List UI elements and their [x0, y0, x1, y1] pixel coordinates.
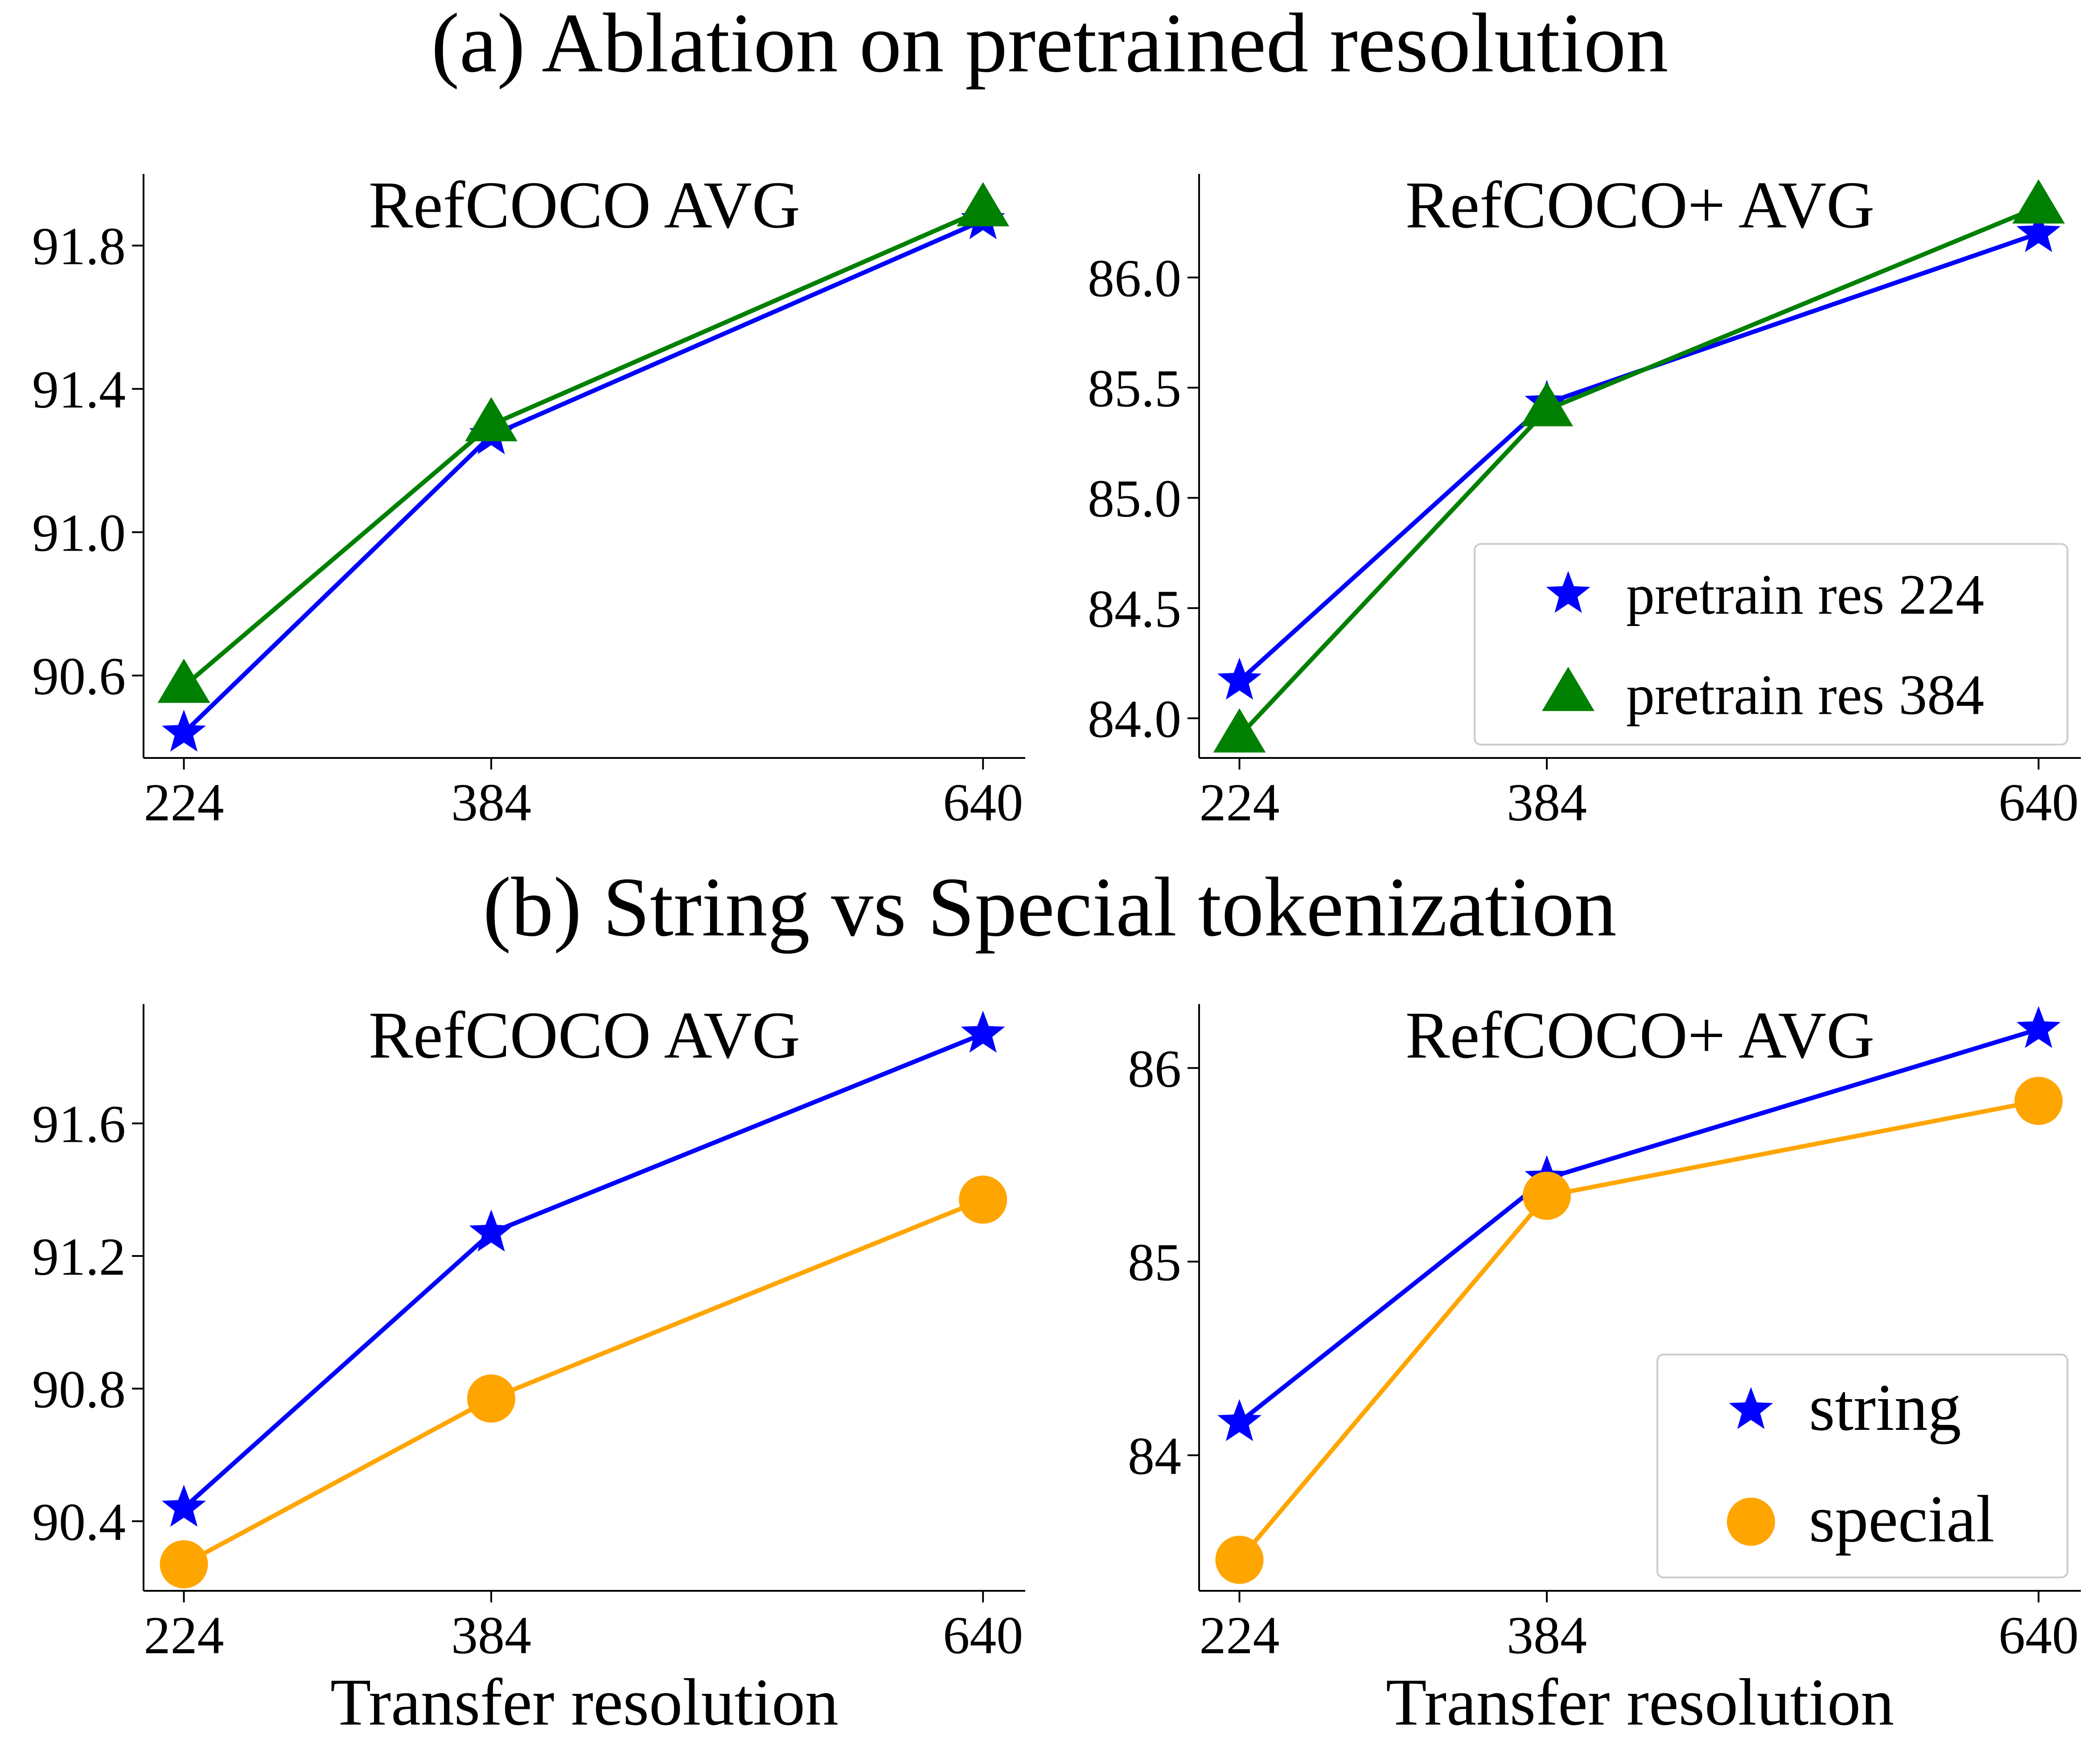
y-tick-label: 90.6	[32, 646, 126, 706]
data-point-star	[162, 709, 206, 752]
data-point-circle	[160, 1540, 208, 1589]
y-tick-label: 91.8	[32, 217, 126, 276]
x-tick-label: 640	[1998, 773, 2079, 832]
data-point-star	[469, 1210, 514, 1252]
data-point-triangle	[2012, 179, 2065, 224]
data-point-star	[162, 1485, 206, 1527]
data-point-star	[2016, 1006, 2061, 1048]
data-point-triangle	[957, 182, 1010, 226]
data-point-triangle	[1521, 382, 1573, 427]
x-tick-label: 384	[1507, 1606, 1587, 1665]
row-b-title: (b) String vs Special tokenization	[483, 861, 1616, 954]
data-point-circle	[2014, 1077, 2063, 1125]
legend-label: special	[1809, 1482, 1994, 1556]
y-tick-label: 85.0	[1088, 469, 1181, 528]
legend-label: pretrain res 384	[1626, 663, 1984, 727]
legend-box	[1474, 543, 2068, 745]
chart-title: RefCOCO+ AVG	[1405, 998, 1875, 1072]
chart-panel-b-refcoco: 90.4 90.8 91.2 91.6 224 384 640 Transfer resolu…	[32, 998, 1025, 1739]
x-tick-label: 224	[1199, 773, 1279, 832]
y-tick-label: 91.4	[32, 360, 126, 419]
data-point-star	[2016, 210, 2061, 252]
x-axis-label: Transfer resolution	[1386, 1665, 1894, 1739]
legend-marker-star	[1729, 1387, 1773, 1429]
chart-title: RefCOCO AVG	[369, 168, 800, 242]
data-point-star	[961, 1010, 1005, 1053]
x-tick-label: 384	[451, 1606, 531, 1665]
y-tick-label: 85	[1128, 1233, 1181, 1292]
x-tick-label: 384	[1507, 773, 1587, 832]
x-tick-label: 224	[144, 1606, 224, 1665]
data-point-triangle	[157, 659, 210, 703]
legend-label: string	[1809, 1371, 1961, 1445]
chart-panel-a-refcoco: 90.6 91.0 91.4 91.8 224 384 640 RefCOCO AVG	[32, 168, 1025, 832]
series-line-star	[182, 218, 984, 735]
data-point-circle	[467, 1374, 515, 1423]
chart-panel-b-refcocoplus: 84 85 86 224 384 640 Transfer resolution RefCOC…	[1128, 998, 2081, 1739]
chart-title: RefCOCO+ AVG	[1405, 168, 1875, 242]
x-tick-label: 224	[144, 773, 224, 832]
y-tick-label: 91.2	[32, 1227, 126, 1286]
x-tick-label: 384	[451, 773, 531, 832]
row-a-title: (a) Ablation on pretrained resolution	[431, 0, 1668, 90]
legend: string special	[1656, 1354, 2068, 1578]
y-tick-label: 90.4	[32, 1492, 126, 1552]
legend-marker-triangle	[1542, 667, 1595, 711]
data-point-circle	[1522, 1171, 1571, 1220]
series-line-star	[182, 1032, 984, 1510]
y-tick-label: 84.5	[1088, 579, 1181, 638]
y-tick-label: 84	[1128, 1426, 1181, 1486]
x-tick-label: 224	[1199, 1606, 1279, 1665]
data-point-star	[1217, 658, 1262, 700]
chart-panel-a-refcocoplus: 84.0 84.5 85.0 85.5 86.0 224 384 640 RefCOCO+ AV…	[1088, 168, 2081, 832]
chart-title: RefCOCO AVG	[369, 998, 800, 1072]
y-tick-label: 90.8	[32, 1359, 126, 1419]
data-point-triangle	[465, 397, 518, 441]
series-line-circle	[183, 1198, 984, 1566]
x-axis-label: Transfer resolution	[330, 1665, 838, 1739]
legend: pretrain res 224 pretrain res 384	[1474, 543, 2068, 745]
y-tick-label: 86.0	[1088, 248, 1181, 308]
y-tick-label: 85.5	[1088, 359, 1181, 418]
y-tick-label: 84.0	[1088, 689, 1181, 749]
y-tick-label: 91.6	[32, 1095, 126, 1154]
legend-label: pretrain res 224	[1626, 563, 1984, 626]
data-point-triangle	[1213, 708, 1266, 753]
legend-marker-circle	[1727, 1498, 1775, 1546]
x-tick-label: 640	[1998, 1606, 2079, 1665]
data-point-circle	[959, 1175, 1007, 1224]
legend-marker-star	[1546, 571, 1590, 613]
x-tick-label: 640	[943, 1606, 1023, 1665]
x-tick-label: 640	[943, 773, 1023, 832]
y-tick-label: 86	[1128, 1039, 1181, 1098]
data-point-circle	[1215, 1536, 1264, 1584]
y-tick-label: 91.0	[32, 503, 126, 563]
data-point-star	[1217, 1399, 1262, 1441]
